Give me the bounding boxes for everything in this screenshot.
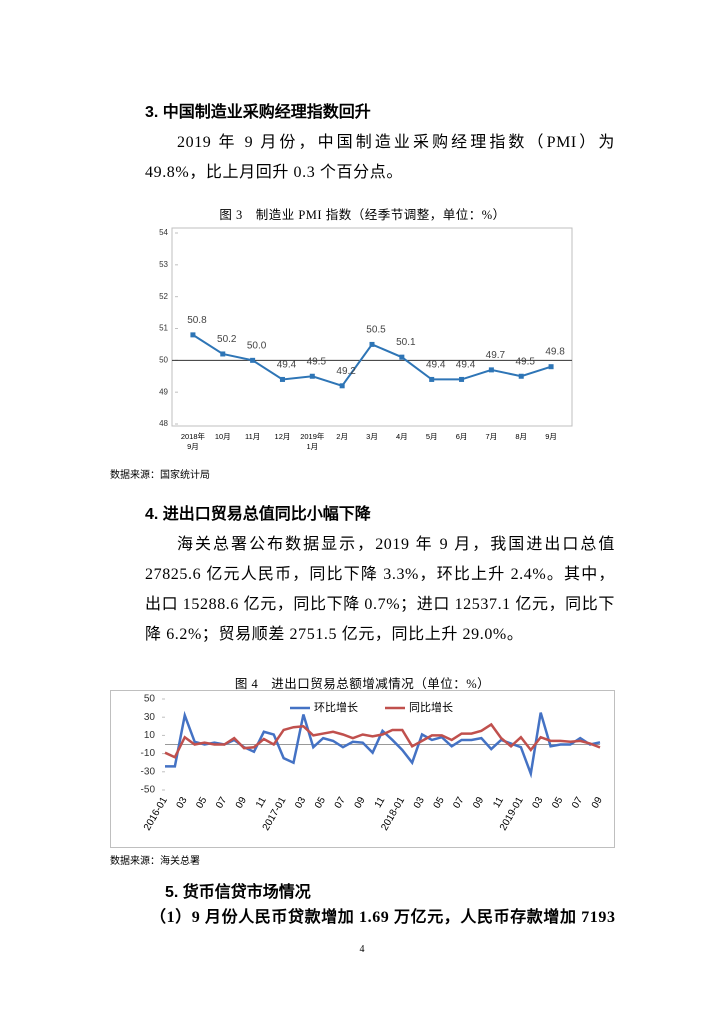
x-tick-label: 09: [471, 795, 486, 811]
x-tick-label: 11: [373, 795, 388, 810]
value-label: 49.8: [545, 347, 565, 358]
y-tick-label: 53: [159, 260, 168, 269]
heading: 4. 进出口贸易总值同比小幅下降: [145, 506, 371, 523]
x-tick-label: 03: [293, 795, 308, 811]
y-tick-label: 50: [159, 355, 168, 364]
chart-svg: 48 49 50 51 52 53 54 50.8 50.2 50.0 49.4 49.5 49.2 50…: [159, 227, 573, 428]
x-tick-label: 2月: [336, 432, 348, 441]
x-tick-label: 11: [491, 795, 506, 810]
source: 数据来源：国家统计局: [110, 470, 210, 481]
figure-caption: 图 3 制造业 PMI 指数（经季节调整，单位：%）: [219, 208, 506, 222]
x-tick-label: 2018年 9月: [180, 432, 206, 451]
line: [164, 722, 601, 759]
paragraph: 2019 年 9 月份，中国制造业采购经理指数（PMI）为 49.8%，比上月回…: [145, 134, 615, 181]
x-tick-label: 07: [570, 795, 585, 811]
y-tick-label: 51: [159, 324, 168, 333]
x-tick-label: 07: [333, 795, 348, 811]
x-tick-label: 8月: [515, 432, 528, 441]
x-tick-label: 5月: [425, 432, 438, 441]
x-tick-label: 03: [412, 795, 427, 811]
page-number: 4: [359, 944, 365, 955]
y-tick-label: 54: [159, 228, 168, 237]
x-tick-label: 10月: [214, 432, 231, 441]
value-label: 50.2: [217, 334, 237, 345]
x-tick-label: 07: [451, 795, 466, 811]
x-tick-label: 09: [353, 795, 368, 811]
marker: [250, 357, 256, 363]
paragraph: 海关总署公布数据显示，2019 年 9 月，我国进出口总值 27825.6 亿元…: [145, 536, 615, 643]
x-tick-label: 03: [530, 795, 545, 811]
marker: [339, 383, 345, 389]
y-tick-label: -50: [141, 785, 156, 796]
value-label: 49.4: [426, 359, 446, 370]
chart: -50 -30 -10 10 30 50 2016-01 03 05 07 09 11 2017-01 0…: [110, 690, 615, 848]
marker: [369, 341, 375, 347]
value-label: 49.5: [307, 356, 327, 367]
marker: [279, 376, 285, 382]
x-tick-label: 11: [254, 795, 269, 810]
x-tick-label: 09: [234, 795, 249, 811]
x-tick-label: 09: [590, 795, 605, 811]
marker: [429, 376, 435, 382]
y-tick-label: 48: [159, 419, 168, 428]
x-tick-label: 7月: [485, 432, 498, 441]
x-tick-label: 05: [432, 795, 447, 811]
x-tick-label: 07: [214, 795, 229, 811]
paragraph: （1）9 月份人民币贷款增加 1.69 万亿元，人民币存款增加 7193: [150, 909, 616, 926]
value-label: 50.0: [247, 340, 267, 351]
marker: [488, 367, 494, 373]
x-tick-label: 03: [175, 795, 190, 811]
value-label: 49.2: [336, 366, 356, 377]
x-tick-label: 4月: [396, 432, 408, 441]
y-tick-label: 10: [144, 730, 156, 741]
marker: [399, 354, 405, 360]
y-tick-label: 49: [159, 387, 168, 396]
marker: [459, 376, 465, 382]
value-label: 49.4: [456, 359, 476, 370]
x-tick-label: 3月: [366, 432, 378, 441]
value-label: 49.4: [277, 359, 297, 370]
x-tick-label: 11月: [244, 432, 261, 441]
marker: [190, 332, 196, 338]
heading: 5. 货币信贷市场情况: [165, 884, 311, 901]
x-tick-label: 9月: [545, 432, 557, 441]
x-tick-label: 05: [550, 795, 565, 811]
y-tick-label: 50: [144, 694, 156, 705]
x-tick-label: 2019年 1月: [300, 432, 325, 451]
x-tick-label: 05: [194, 795, 209, 811]
marker: [309, 373, 315, 379]
y-tick-label: -30: [141, 766, 156, 777]
x-tick-label: 2016-01: [142, 795, 170, 833]
legend-label: 环比增长: [314, 700, 358, 714]
figure-caption: 图 4 进出口贸易总额增减情况（单位：%）: [234, 677, 491, 691]
y-tick-label: -10: [141, 748, 156, 759]
chart-frame: [171, 227, 573, 427]
value-label: 49.7: [486, 350, 506, 361]
y-tick-label: 30: [144, 712, 156, 723]
value-label: 49.5: [515, 356, 535, 367]
value-label: 50.5: [366, 324, 386, 335]
chart: 48 49 50 51 52 53 54 50.8 50.2 50.0 49.4 49.5 49.2 50…: [110, 222, 615, 462]
heading: 3. 中国制造业采购经理指数回升: [145, 104, 371, 121]
x-tick-label: 12月: [274, 432, 291, 441]
y-tick-label: 52: [159, 292, 168, 301]
x-tick-label: 6月: [455, 432, 468, 441]
chart-frame: [110, 690, 615, 848]
marker: [548, 364, 554, 370]
value-label: 50.8: [187, 315, 207, 326]
source: 数据来源：海关总署: [110, 856, 200, 867]
marker: [220, 351, 226, 357]
x-tick-label: 05: [313, 795, 328, 811]
legend-label: 同比增长: [409, 700, 453, 714]
value-label: 50.1: [396, 337, 416, 348]
marker: [518, 373, 524, 379]
